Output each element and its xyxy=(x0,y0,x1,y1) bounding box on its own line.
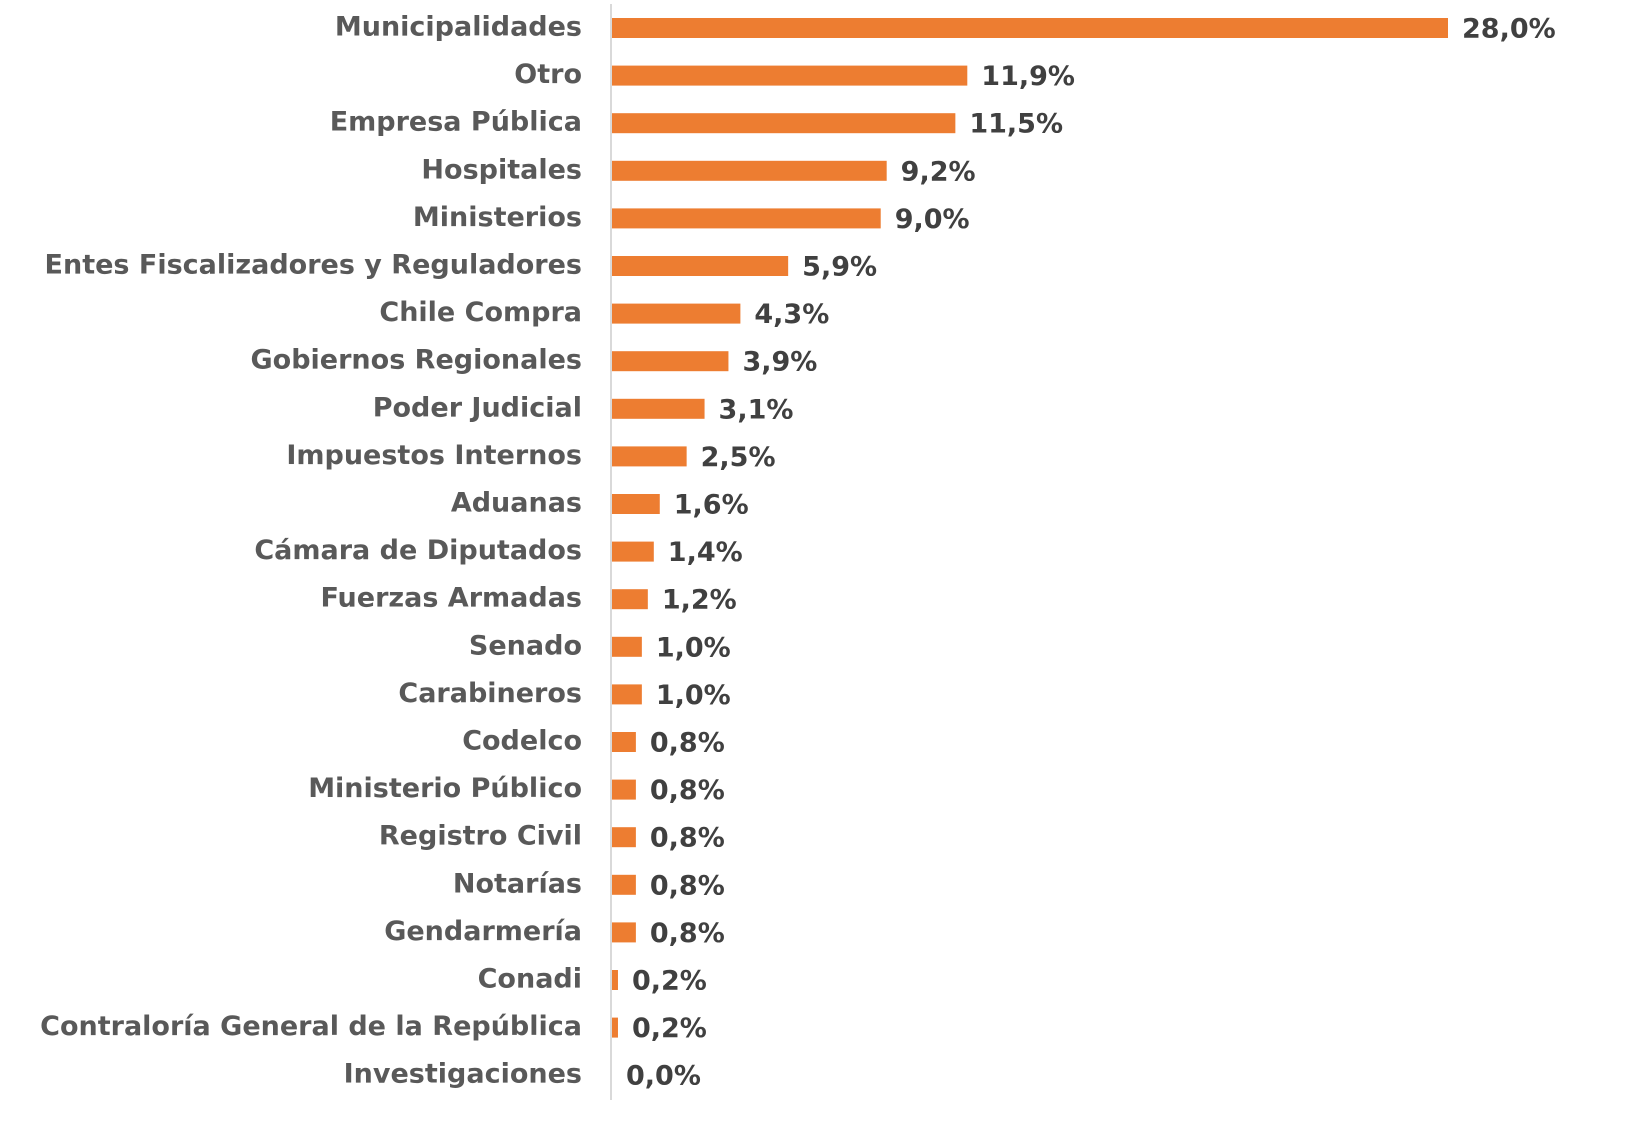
bar xyxy=(612,113,956,134)
bar xyxy=(612,303,741,324)
value-label: 0,8% xyxy=(650,728,725,759)
category-label: Poder Judicial xyxy=(373,392,582,423)
category-label: Conadi xyxy=(478,964,582,995)
bar xyxy=(612,351,729,372)
bar xyxy=(612,874,636,895)
bar xyxy=(612,160,887,181)
bar xyxy=(612,970,618,990)
category-label: Ministerios xyxy=(413,202,582,233)
value-label: 1,6% xyxy=(674,490,749,521)
category-label: Senado xyxy=(469,630,582,661)
bar xyxy=(612,256,789,276)
category-label: Municipalidades xyxy=(335,12,582,43)
category-label: Impuestos Internos xyxy=(286,440,582,471)
value-label: 2,5% xyxy=(701,442,776,473)
value-label: 4,3% xyxy=(754,299,829,330)
category-label: Carabineros xyxy=(398,678,582,709)
value-label: 0,0% xyxy=(626,1061,701,1092)
category-label: Registro Civil xyxy=(379,821,582,852)
bar xyxy=(612,827,636,848)
value-label: 3,1% xyxy=(719,394,794,425)
value-label: 1,0% xyxy=(656,632,731,663)
category-label: Empresa Pública xyxy=(330,107,582,138)
value-label: 9,2% xyxy=(901,156,976,187)
value-label: 5,9% xyxy=(802,252,877,283)
bar xyxy=(612,636,642,657)
value-label: 1,4% xyxy=(668,537,743,568)
category-label: Cámara de Diputados xyxy=(254,535,582,566)
bar xyxy=(612,589,648,610)
bar xyxy=(612,732,636,752)
category-label: Investigaciones xyxy=(344,1059,582,1090)
value-label: 0,8% xyxy=(650,870,725,901)
category-label: Aduanas xyxy=(451,488,582,519)
value-label: 1,2% xyxy=(662,585,737,616)
value-label: 11,9% xyxy=(981,61,1075,92)
bar xyxy=(612,494,660,514)
bar xyxy=(612,18,1448,38)
value-label: 0,2% xyxy=(632,1013,707,1044)
category-label: Entes Fiscalizadores y Reguladores xyxy=(45,250,582,281)
bar xyxy=(612,922,636,943)
bar xyxy=(612,446,687,467)
value-label: 3,9% xyxy=(742,347,817,378)
value-label: 0,8% xyxy=(650,775,725,806)
category-label: Otro xyxy=(514,59,582,90)
value-label: 0,2% xyxy=(632,966,707,997)
category-label: Fuerzas Armadas xyxy=(320,583,582,614)
bar xyxy=(612,1017,618,1038)
category-label: Codelco xyxy=(462,726,582,757)
category-label: Ministerio Público xyxy=(308,773,582,804)
category-label: Hospitales xyxy=(421,154,582,185)
bar xyxy=(612,684,642,705)
bar xyxy=(612,541,654,562)
category-label: Contraloría General de la República xyxy=(40,1011,582,1042)
value-label: 28,0% xyxy=(1462,14,1556,45)
value-label: 9,0% xyxy=(895,204,970,235)
category-label: Gobiernos Regionales xyxy=(251,345,582,376)
category-label: Gendarmería xyxy=(384,916,582,947)
category-label: Chile Compra xyxy=(379,297,582,328)
bar xyxy=(612,398,705,419)
value-label: 0,8% xyxy=(650,823,725,854)
bar xyxy=(612,65,968,86)
value-label: 0,8% xyxy=(650,918,725,949)
value-label: 1,0% xyxy=(656,680,731,711)
value-label: 11,5% xyxy=(969,109,1063,140)
bar xyxy=(612,208,881,229)
category-label: Notarías xyxy=(453,868,582,899)
bar xyxy=(612,779,636,800)
